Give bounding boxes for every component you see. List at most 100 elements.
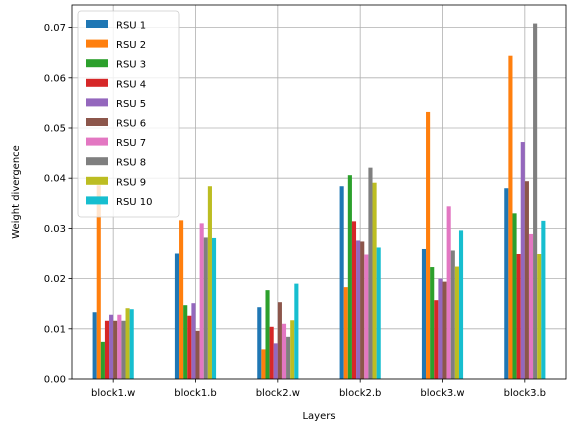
bar-rsu-6-block2-b xyxy=(360,241,365,379)
bar-rsu-6-block3-b xyxy=(524,181,529,379)
bar-rsu-5-block1-b xyxy=(191,303,196,379)
bar-rsu-10-block1-b xyxy=(211,237,217,379)
bar-rsu-9-block2-b xyxy=(372,182,377,379)
bar-rsu-5-block1-w xyxy=(109,314,114,379)
bar-rsu-7-block3-b xyxy=(528,233,534,379)
x-tick-label: block1.b xyxy=(174,388,216,399)
bar-rsu-9-block3-w xyxy=(454,266,459,379)
bar-rsu-10-block1-w xyxy=(129,309,134,379)
bar-rsu-3-block1-b xyxy=(183,305,188,379)
legend-swatch xyxy=(86,196,108,205)
legend-label: RSU 3 xyxy=(116,60,146,71)
y-tick-label: 0.01 xyxy=(44,324,66,335)
bar-rsu-6-block2-w xyxy=(277,302,282,379)
bar-rsu-4-block3-b xyxy=(516,253,521,379)
y-tick-label: 0.02 xyxy=(44,274,66,285)
bar-rsu-1-block3-w xyxy=(421,248,427,379)
bar-rsu-10-block3-w xyxy=(458,230,464,379)
bar-rsu-7-block1-b xyxy=(199,223,204,379)
legend-swatch xyxy=(86,78,108,87)
y-tick-label: 0.06 xyxy=(44,73,66,84)
bar-rsu-3-block2-b xyxy=(347,175,352,379)
bar-rsu-6-block1-w xyxy=(113,320,118,379)
legend-swatch xyxy=(86,176,108,185)
legend-swatch xyxy=(86,137,108,146)
bar-rsu-4-block1-w xyxy=(104,320,110,379)
legend-label: RSU 2 xyxy=(116,40,146,51)
legend-items: RSU 1 RSU 2 RSU 3 RSU 4 RSU 5 RSU 6 RSU 7 RSU 8… xyxy=(86,20,153,208)
x-axis-label: Layers xyxy=(302,411,335,422)
bar-rsu-2-block2-w xyxy=(261,349,266,379)
bars xyxy=(92,23,546,380)
bar-rsu-2-block1-b xyxy=(179,220,184,379)
y-tick-label: 0.05 xyxy=(44,123,66,134)
plot-frame xyxy=(71,4,567,380)
legend-label: RSU 8 xyxy=(116,158,146,169)
bar-rsu-4-block2-w xyxy=(269,326,274,379)
legend-swatch xyxy=(86,39,108,48)
y-tick-label: 0.04 xyxy=(44,174,66,185)
bar-rsu-9-block3-b xyxy=(537,253,542,379)
bar-rsu-8-block3-w xyxy=(450,250,455,379)
bar-rsu-7-block1-w xyxy=(117,314,122,379)
bar-rsu-5-block2-w xyxy=(273,343,278,379)
bar-rsu-3-block3-w xyxy=(430,267,435,379)
bar-rsu-4-block3-w xyxy=(434,300,439,379)
bar-rsu-2-block3-b xyxy=(508,55,513,379)
legend-swatch xyxy=(86,118,108,126)
bar-rsu-3-block2-w xyxy=(265,290,270,379)
bar-rsu-5-block3-w xyxy=(438,278,443,379)
legend-label: RSU 4 xyxy=(116,79,146,90)
bar-rsu-1-block1-w xyxy=(92,312,97,379)
bar-rsu-7-block3-w xyxy=(446,206,451,379)
bar-rsu-1-block2-b xyxy=(339,186,344,379)
bar-rsu-8-block1-w xyxy=(121,320,126,379)
bar-rsu-6-block1-b xyxy=(195,330,200,379)
bar-rsu-8-block2-w xyxy=(286,336,291,379)
legend-label: RSU 1 xyxy=(116,21,146,32)
bar-rsu-10-block2-w xyxy=(294,283,299,379)
bar-rsu-10-block2-b xyxy=(376,247,381,379)
x-axis-ticks: block1.w block1.b block2.w block2.b block3.w… xyxy=(91,379,546,399)
bar-rsu-9-block1-w xyxy=(125,308,130,379)
bar-rsu-1-block1-b xyxy=(174,253,180,379)
bar-rsu-9-block2-w xyxy=(290,320,295,379)
bar-rsu-2-block3-w xyxy=(426,111,431,379)
bar-rsu-2-block2-b xyxy=(343,287,348,379)
bar-rsu-5-block2-b xyxy=(356,240,361,379)
y-tick-label: 0.00 xyxy=(44,375,66,386)
legend-swatch xyxy=(86,98,108,107)
x-tick-label: block2.b xyxy=(339,388,381,399)
legend: RSU 1 RSU 2 RSU 3 RSU 4 RSU 5 RSU 6 RSU 7 RSU 8… xyxy=(77,10,180,218)
legend-label: RSU 7 xyxy=(116,138,146,149)
legend-label: RSU 9 xyxy=(116,177,146,188)
legend-swatch xyxy=(86,20,108,28)
bar-rsu-3-block3-b xyxy=(512,213,517,379)
y-axis-label: Weight divergence xyxy=(11,145,22,239)
bar-rsu-4-block2-b xyxy=(351,221,357,379)
bar-rsu-8-block2-b xyxy=(368,167,373,379)
x-tick-label: block1.w xyxy=(91,388,135,399)
bar-rsu-10-block3-b xyxy=(541,220,546,379)
x-tick-label: block3.b xyxy=(504,388,546,399)
bar-rsu-7-block2-w xyxy=(281,323,287,379)
y-axis-ticks: 0.00 0.01 0.02 0.03 0.04 0.05 0.06 0.07 xyxy=(44,23,72,386)
legend-label: RSU 6 xyxy=(116,119,146,130)
bar-rsu-4-block1-b xyxy=(187,315,192,379)
x-tick-label: block2.w xyxy=(256,388,300,399)
y-tick-label: 0.07 xyxy=(44,23,66,34)
bar-rsu-1-block2-w xyxy=(257,307,262,379)
bar-rsu-8-block1-b xyxy=(203,237,208,379)
bar-rsu-3-block1-w xyxy=(100,341,105,379)
legend-swatch xyxy=(86,157,108,166)
x-tick-label: block3.w xyxy=(420,388,464,399)
bar-rsu-9-block1-b xyxy=(207,186,212,379)
legend-label: RSU 5 xyxy=(116,99,146,110)
legend-label: RSU 10 xyxy=(116,197,153,208)
bar-rsu-1-block3-b xyxy=(504,188,509,379)
bar-rsu-2-block1-w xyxy=(96,185,101,379)
bar-rsu-8-block3-b xyxy=(533,23,538,380)
bar-rsu-7-block2-b xyxy=(364,254,369,379)
y-tick-label: 0.03 xyxy=(44,224,66,235)
